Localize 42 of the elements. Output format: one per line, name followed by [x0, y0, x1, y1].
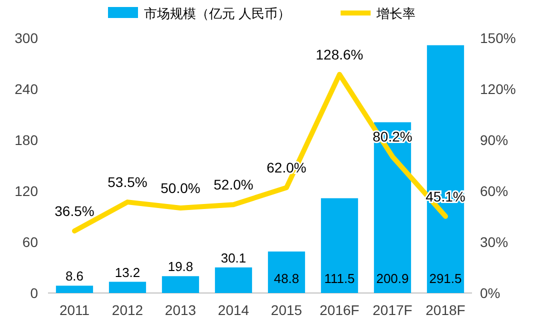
text: 128.6% — [316, 46, 364, 62]
y-tick-label: 240 — [14, 81, 38, 97]
text: 111.5 — [324, 271, 355, 286]
text: 19.8 — [168, 259, 194, 274]
bar — [426, 45, 464, 293]
y-tick-label: 120 — [14, 183, 38, 199]
x-tick-label: 2012 — [112, 302, 144, 318]
legend-label: 增长率 — [376, 6, 416, 21]
x-tick-label: 2018F — [426, 302, 466, 318]
x-tick-label: 2015 — [270, 302, 302, 318]
x-tick-label: 2013 — [164, 302, 196, 318]
y-tick-label: 300 — [14, 30, 38, 46]
text: 30.1 — [220, 250, 246, 266]
text: 50.0% — [160, 180, 200, 196]
y-tick-label: 60 — [22, 234, 38, 250]
y2-tick-label: 30% — [480, 234, 508, 250]
text: 200.9 — [376, 271, 409, 286]
y2-tick-label: 0% — [480, 285, 500, 301]
y2-tick-label: 90% — [480, 132, 508, 148]
text: 48.8 — [274, 271, 300, 286]
bar — [268, 252, 306, 293]
text: 291.5 — [429, 271, 462, 286]
bar — [108, 282, 146, 293]
text: 52.0% — [214, 176, 254, 193]
bar — [320, 198, 358, 293]
y-tick-label: 0 — [30, 285, 38, 301]
x-tick-label: 2011 — [59, 302, 90, 318]
x-tick-label: 2017F — [372, 302, 412, 318]
y2-tick-label: 150% — [480, 30, 516, 46]
y2-tick-label: 60% — [480, 183, 508, 199]
x-tick-label: 2014 — [218, 302, 250, 318]
y2-tick-label: 120% — [480, 81, 516, 97]
bar — [214, 267, 252, 293]
bar — [56, 286, 94, 293]
legend-label: 市场规模（亿元 人民币） — [144, 6, 291, 21]
text: 8.6 — [65, 268, 84, 284]
bar — [162, 276, 200, 293]
x-tick-label: 2016F — [320, 302, 360, 318]
text: 36.5% — [54, 202, 94, 219]
text: 53.5% — [108, 174, 148, 190]
y-tick-label: 180 — [14, 132, 38, 148]
text: 13.2 — [114, 264, 140, 280]
